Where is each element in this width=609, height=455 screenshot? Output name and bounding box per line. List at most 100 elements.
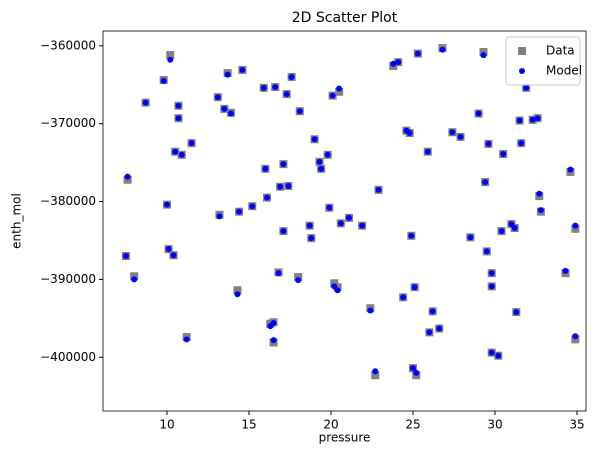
scatter-point — [165, 246, 172, 253]
scatter-point — [414, 50, 421, 57]
scatter-point — [270, 320, 277, 327]
scatter-point — [485, 140, 492, 147]
scatter-point — [324, 151, 331, 158]
y-tick-label: −370000 — [40, 116, 96, 130]
scatter-point — [124, 173, 131, 180]
scatter-point — [188, 140, 195, 147]
x-tick-label: 25 — [405, 418, 420, 432]
scatter-point — [308, 235, 315, 242]
scatter-point — [409, 365, 416, 372]
scatter-point — [536, 190, 543, 197]
x-tick-label: 20 — [323, 418, 338, 432]
scatter-point — [280, 161, 287, 168]
scatter-point — [227, 110, 234, 117]
scatter-point — [334, 287, 341, 294]
scatter-point — [411, 284, 418, 291]
scatter-point — [467, 234, 474, 241]
scatter-point — [436, 325, 443, 332]
scatter-point — [367, 307, 374, 314]
x-tick-label: 30 — [487, 418, 502, 432]
scatter-point — [518, 140, 525, 147]
scatter-point — [479, 48, 488, 57]
scatter-point — [288, 73, 295, 80]
scatter-point — [175, 115, 182, 122]
scatter-point — [233, 286, 242, 295]
scatter-point — [457, 133, 464, 140]
scatter-point — [329, 92, 336, 99]
scatter-point — [516, 117, 523, 124]
scatter-point — [183, 336, 190, 343]
scatter-point — [413, 369, 420, 376]
scatter-point — [272, 84, 279, 91]
scatter-point — [214, 94, 221, 101]
scatter-point — [172, 148, 179, 155]
scatter-point — [572, 333, 579, 340]
scatter-point — [482, 179, 489, 186]
legend-label: Model — [546, 64, 582, 78]
chart-title: 2D Scatter Plot — [292, 10, 398, 26]
scatter-point — [234, 291, 241, 298]
scatter-point — [295, 277, 302, 284]
scatter-point — [130, 272, 139, 281]
scatter-point — [264, 194, 271, 201]
scatter-point — [571, 224, 580, 233]
scatter-point — [236, 208, 243, 215]
scatter-point — [333, 283, 342, 292]
scatter-point — [221, 105, 228, 112]
scatter-point — [513, 309, 520, 316]
scatter-point — [390, 60, 397, 67]
y-axis-label: enth_mol — [10, 193, 24, 249]
scatter-point — [511, 225, 518, 232]
scatter-point — [311, 136, 318, 143]
scatter-point — [572, 222, 579, 229]
scatter-point — [429, 308, 436, 315]
scatter-point — [239, 66, 246, 73]
scatter-point — [439, 46, 446, 53]
scatter-point — [224, 71, 231, 78]
scatter-point — [424, 148, 431, 155]
scatter-point — [534, 115, 541, 122]
scatter-point — [283, 91, 290, 98]
scatter-point — [249, 203, 256, 210]
scatter-point — [426, 329, 433, 336]
scatter-point — [296, 108, 303, 115]
scatter-point — [335, 87, 344, 96]
scatter-point — [400, 294, 407, 301]
scatter-point — [166, 51, 175, 60]
scatter-point — [495, 352, 502, 359]
scatter-point — [488, 270, 495, 277]
scatter-point — [142, 99, 149, 106]
scatter-point — [483, 248, 490, 255]
scatter-point — [498, 228, 505, 235]
scatter-point — [316, 158, 323, 165]
scatter-point — [167, 56, 174, 63]
scatter-point — [567, 166, 574, 173]
scatter-point — [449, 129, 456, 136]
scatter-point — [294, 273, 303, 282]
scatter-point — [371, 371, 380, 380]
legend-marker — [519, 68, 525, 74]
scatter-point — [537, 207, 544, 214]
y-tick-label: −390000 — [40, 272, 96, 286]
plot-frame — [102, 30, 587, 412]
scatter-point — [122, 253, 129, 260]
y-tick-label: −400000 — [40, 350, 96, 364]
scatter-point — [406, 130, 413, 137]
scatter-point — [280, 228, 287, 235]
scatter-point — [523, 84, 530, 91]
scatter-point — [175, 102, 182, 109]
x-tick-label: 10 — [159, 418, 174, 432]
scatter-point — [216, 213, 223, 220]
scatter-point — [375, 186, 382, 193]
scatter-point — [359, 222, 366, 229]
scatter-point — [529, 116, 536, 123]
scatter-point — [170, 252, 177, 259]
scatter-point — [408, 232, 415, 239]
scatter-point — [275, 270, 282, 277]
scatter-point — [500, 151, 507, 158]
x-tick-label: 35 — [569, 418, 584, 432]
scatter-point — [488, 283, 495, 290]
x-tick-label: 15 — [241, 418, 256, 432]
scatter-point — [285, 182, 292, 189]
